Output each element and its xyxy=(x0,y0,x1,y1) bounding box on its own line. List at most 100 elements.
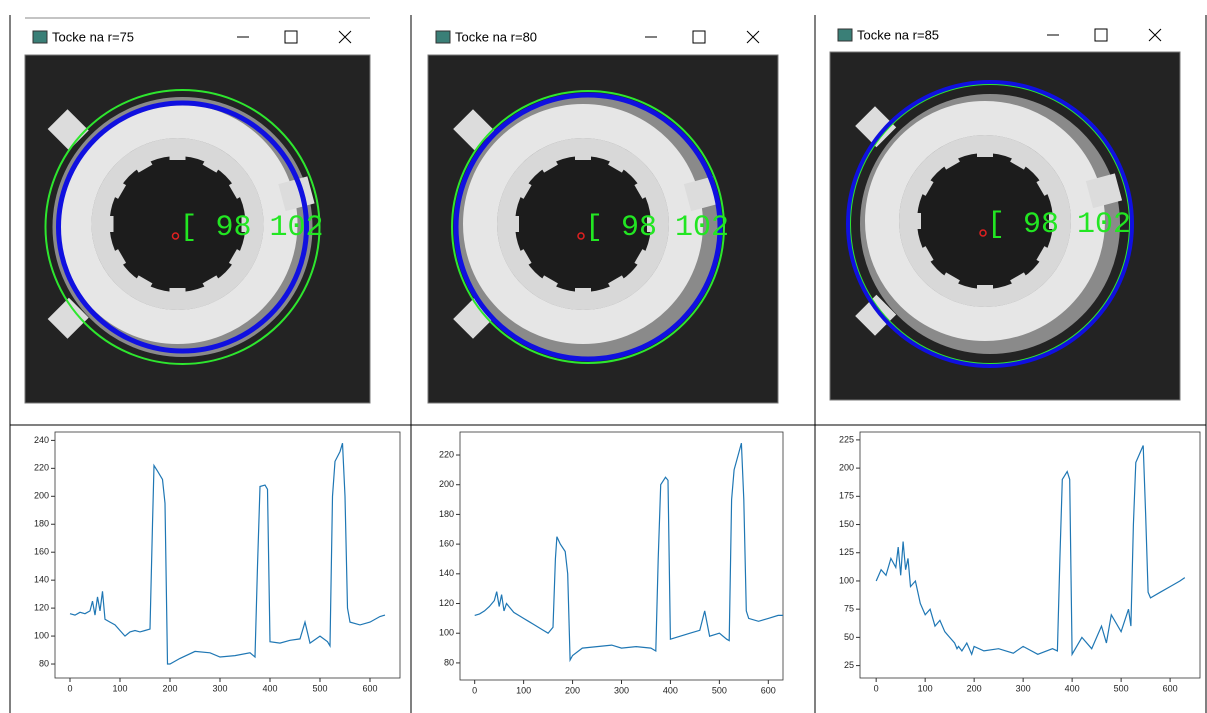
part-tooth xyxy=(97,216,114,232)
center-point xyxy=(577,232,585,240)
chart: 0 100 200 300 400 500 600 80 100 120 140 160 180 200 2… xyxy=(34,431,401,693)
plot-frame xyxy=(54,431,401,679)
part-tooth xyxy=(536,275,558,298)
part-tooth xyxy=(608,150,630,173)
part-tooth xyxy=(130,275,153,298)
y-tick-label: 120 xyxy=(34,602,49,612)
data-line xyxy=(474,442,783,663)
y-tick-label: 80 xyxy=(39,658,49,668)
y-tick-label: 120 xyxy=(439,598,454,608)
close-button[interactable] xyxy=(746,30,760,44)
part-tooth xyxy=(977,141,993,157)
chart: 0 100 200 300 400 500 600 80 100 120 140 160 180 200 2… xyxy=(439,431,784,695)
part-tooth xyxy=(130,150,153,173)
title-bar xyxy=(25,20,370,55)
x-tick-label: 100 xyxy=(516,685,531,695)
part-ring xyxy=(57,104,298,344)
y-tick-label: 140 xyxy=(34,575,49,585)
part-tooth xyxy=(1010,147,1032,170)
part-tooth xyxy=(104,177,127,199)
window-icon xyxy=(837,28,853,42)
part-tooth xyxy=(911,174,934,196)
y-tick-label: 125 xyxy=(839,547,854,557)
close-button[interactable] xyxy=(1148,28,1162,42)
part-tooth xyxy=(1036,174,1059,196)
part-tooth xyxy=(509,249,532,271)
part-lug xyxy=(1085,173,1123,209)
center-point xyxy=(171,232,180,240)
part-tooth xyxy=(647,216,663,232)
x-tick-label: 500 xyxy=(1114,683,1129,693)
part-tooth xyxy=(1049,213,1065,229)
x-tick-label: 200 xyxy=(565,685,580,695)
window-icon xyxy=(435,30,451,44)
blue-circle xyxy=(453,92,723,362)
y-tick-label: 175 xyxy=(839,491,854,501)
overlay-text: [ 98 102 xyxy=(180,211,324,245)
part-tooth xyxy=(608,275,630,298)
y-tick-label: 100 xyxy=(34,630,49,640)
y-tick-label: 220 xyxy=(439,449,454,459)
y-tick-label: 180 xyxy=(34,519,49,529)
part-hole xyxy=(515,156,651,292)
part-tooth xyxy=(634,249,657,271)
blue-circle xyxy=(56,100,309,354)
y-tick-label: 150 xyxy=(839,519,854,529)
x-tick-label: 400 xyxy=(1065,683,1080,693)
part-ring xyxy=(865,101,1105,341)
y-tick-label: 240 xyxy=(34,435,49,445)
part-hole xyxy=(109,156,246,292)
part-tooth xyxy=(228,249,251,271)
maximize-button[interactable] xyxy=(692,30,706,44)
y-tick-label: 100 xyxy=(439,628,454,638)
maximize-button[interactable] xyxy=(1094,28,1108,42)
x-tick-label: 100 xyxy=(918,683,933,693)
part-tooth xyxy=(202,275,225,298)
x-tick-label: 0 xyxy=(874,683,879,693)
x-tick-label: 200 xyxy=(162,683,177,693)
window: Tocke na r=85 [ 98 102 xyxy=(829,18,1181,401)
part-tooth xyxy=(169,144,186,160)
overlay-text: [ 98 102 xyxy=(987,208,1131,242)
part-tooth xyxy=(1010,272,1032,295)
part-ring xyxy=(463,104,703,344)
y-tick-label: 140 xyxy=(439,568,454,578)
part-tooth xyxy=(575,144,591,160)
part-lug xyxy=(47,297,89,339)
y-tick-label: 50 xyxy=(844,632,854,642)
close-button[interactable] xyxy=(338,30,352,44)
green-circle xyxy=(44,89,321,365)
x-tick-label: 400 xyxy=(663,685,678,695)
x-tick-label: 500 xyxy=(312,683,327,693)
part-tooth xyxy=(977,285,993,301)
x-tick-label: 100 xyxy=(112,683,127,693)
x-tick-label: 300 xyxy=(212,683,227,693)
x-tick-label: 400 xyxy=(262,683,277,693)
y-tick-label: 200 xyxy=(34,491,49,501)
part-tooth xyxy=(905,213,921,229)
y-tick-label: 200 xyxy=(839,462,854,472)
center-point xyxy=(979,229,987,237)
y-tick-label: 180 xyxy=(439,509,454,519)
part-hole xyxy=(917,153,1053,289)
y-tick-label: 160 xyxy=(34,547,49,557)
x-tick-label: 300 xyxy=(614,685,629,695)
blue-circle xyxy=(846,80,1134,368)
y-tick-label: 25 xyxy=(844,660,854,670)
plot-frame xyxy=(859,431,1201,679)
part-tooth xyxy=(634,177,657,199)
x-tick-label: 200 xyxy=(967,683,982,693)
maximize-button[interactable] xyxy=(284,30,298,44)
part-tooth xyxy=(228,177,251,199)
part-tooth xyxy=(202,150,225,173)
part-tooth xyxy=(938,272,960,295)
part-tooth xyxy=(104,249,127,271)
part-tooth xyxy=(536,150,558,173)
part-lug xyxy=(47,109,89,151)
window-icon xyxy=(32,30,48,44)
y-tick-label: 100 xyxy=(839,575,854,585)
title-bar xyxy=(428,20,778,55)
part-tooth xyxy=(503,216,519,232)
part-tooth xyxy=(1036,246,1059,268)
